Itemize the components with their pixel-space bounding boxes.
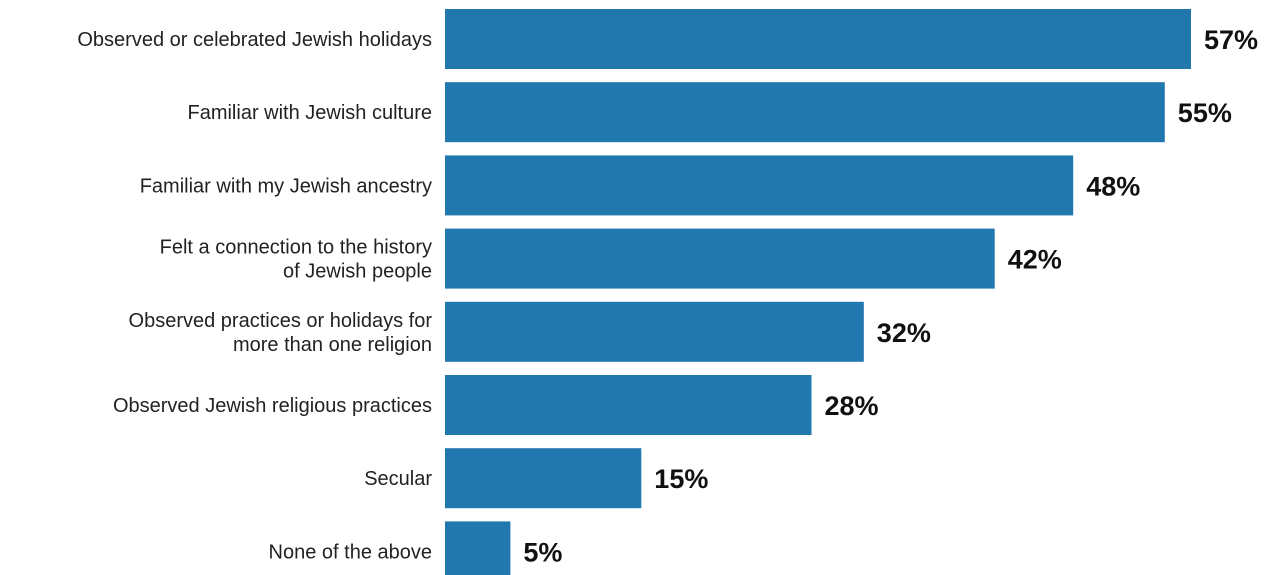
category-labels-group: Observed or celebrated Jewish holidays Fa… [77, 29, 432, 563]
category-label: Felt a connection to the history of Jewis… [160, 237, 432, 283]
value-label: 5% [523, 537, 562, 567]
category-label-line: of Jewish people [283, 261, 432, 283]
value-label: 42% [1008, 245, 1062, 275]
category-label: Secular [364, 468, 432, 490]
category-label-line: Secular [364, 468, 432, 490]
value-label: 28% [825, 391, 879, 421]
bar [445, 448, 642, 509]
category-label-line: Familiar with Jewish culture [187, 102, 432, 124]
category-label: Familiar with my Jewish ancestry [140, 175, 432, 197]
category-label-line: Observed Jewish religious practices [113, 395, 432, 417]
category-label-line: Felt a connection to the history [160, 237, 432, 259]
category-label-line: Observed practices or holidays for [129, 310, 433, 332]
bar [445, 301, 864, 362]
category-label-line: None of the above [269, 541, 432, 563]
category-label: None of the above [269, 541, 432, 563]
bars-group [445, 9, 1191, 575]
bar [445, 521, 511, 575]
category-label-line: Observed or celebrated Jewish holidays [77, 29, 432, 51]
category-label: Observed practices or holidays for more t… [129, 310, 433, 356]
category-label: Familiar with Jewish culture [187, 102, 432, 124]
value-label: 55% [1178, 98, 1232, 128]
bar [445, 9, 1191, 69]
value-label: 15% [654, 464, 708, 494]
category-label: Observed or celebrated Jewish holidays [77, 29, 432, 51]
value-label: 48% [1086, 171, 1140, 201]
value-labels-group: 57% 55% 48% 42% 32% 28% 15% 5% [523, 25, 1258, 567]
bar [445, 228, 995, 289]
category-label: Observed Jewish religious practices [113, 395, 432, 417]
category-label-line: more than one religion [233, 334, 432, 356]
bar [445, 82, 1165, 143]
value-label: 32% [877, 318, 931, 348]
category-label-line: Familiar with my Jewish ancestry [140, 175, 432, 197]
bar [445, 155, 1074, 216]
bar [445, 375, 812, 435]
value-label: 57% [1204, 25, 1258, 55]
